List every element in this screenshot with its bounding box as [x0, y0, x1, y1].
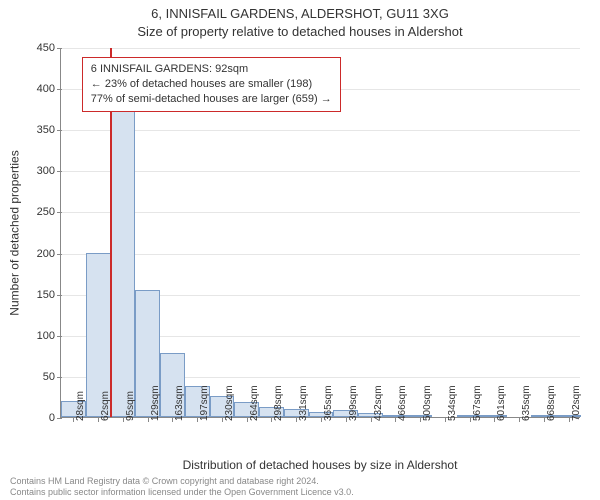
y-tick: 50 [21, 371, 61, 383]
x-tick-mark [123, 417, 124, 422]
y-tick: 150 [21, 289, 61, 301]
y-tick: 400 [21, 83, 61, 95]
gridline-h [61, 171, 580, 172]
x-tick-mark [346, 417, 347, 422]
x-axis-label: Distribution of detached houses by size … [60, 458, 580, 472]
y-tick: 100 [21, 330, 61, 342]
y-tick: 250 [21, 206, 61, 218]
x-tick-mark [371, 417, 372, 422]
x-tick-mark [470, 417, 471, 422]
x-tick-mark [544, 417, 545, 422]
property-size-chart: 6, INNISFAIL GARDENS, ALDERSHOT, GU11 3X… [0, 0, 600, 500]
chart-title-main: 6, INNISFAIL GARDENS, ALDERSHOT, GU11 3X… [0, 6, 600, 21]
annotation-line: 6 INNISFAIL GARDENS: 92sqm [91, 62, 332, 77]
x-tick-mark [519, 417, 520, 422]
x-tick-mark [445, 417, 446, 422]
histogram-bar [111, 109, 136, 417]
annotation-line: ← 23% of detached houses are smaller (19… [91, 77, 332, 92]
gridline-h [61, 254, 580, 255]
x-tick-mark [420, 417, 421, 422]
y-axis-label: Number of detached properties [8, 48, 22, 418]
footer-line: Contains HM Land Registry data © Crown c… [10, 476, 354, 487]
gridline-h [61, 48, 580, 49]
x-tick-mark [247, 417, 248, 422]
y-tick: 350 [21, 124, 61, 136]
y-tick: 200 [21, 248, 61, 260]
y-tick: 0 [21, 412, 61, 424]
footer-line: Contains public sector information licen… [10, 487, 354, 498]
gridline-h [61, 130, 580, 131]
annotation-line: 77% of semi-detached houses are larger (… [91, 92, 332, 107]
x-tick-mark [98, 417, 99, 422]
chart-title-sub: Size of property relative to detached ho… [0, 24, 600, 39]
gridline-h [61, 212, 580, 213]
y-tick: 300 [21, 165, 61, 177]
footer-attribution: Contains HM Land Registry data © Crown c… [10, 476, 354, 498]
x-tick-mark [148, 417, 149, 422]
x-tick-mark [222, 417, 223, 422]
x-tick-mark [321, 417, 322, 422]
x-tick-mark [569, 417, 570, 422]
y-tick: 450 [21, 42, 61, 54]
annotation-box: 6 INNISFAIL GARDENS: 92sqm ← 23% of deta… [82, 57, 341, 112]
plot-area: 05010015020025030035040045028sqm62sqm95s… [60, 48, 580, 418]
